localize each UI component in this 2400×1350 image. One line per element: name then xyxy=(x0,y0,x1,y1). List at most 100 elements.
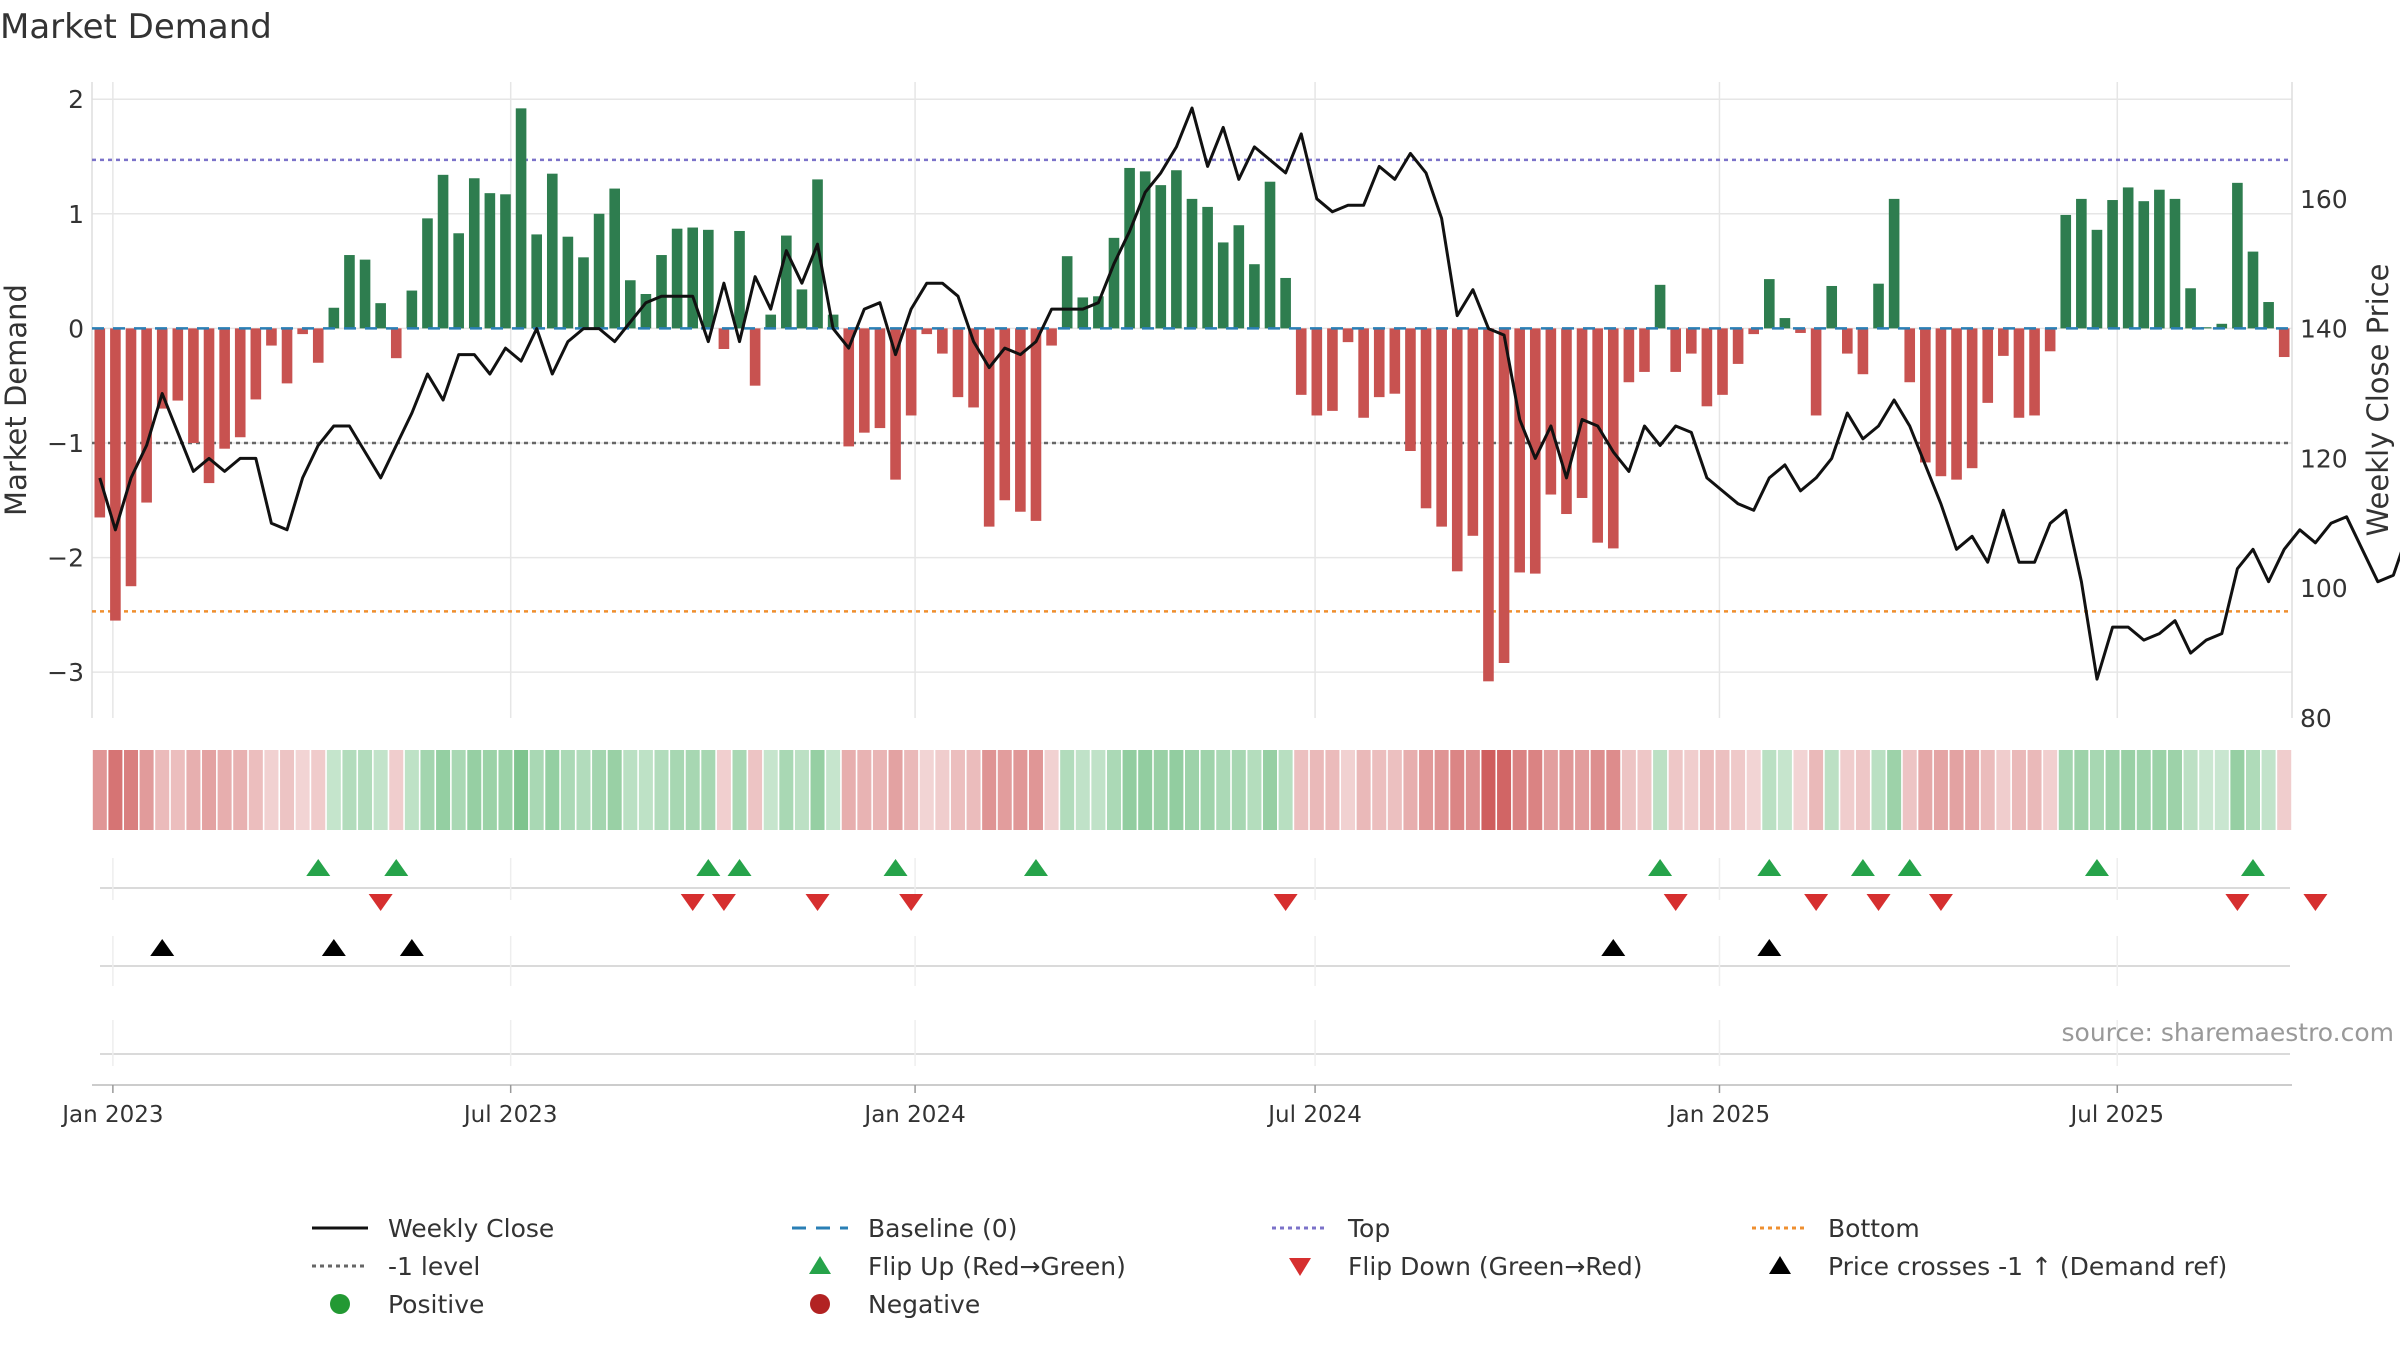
heat-cell xyxy=(326,750,341,830)
heat-cell xyxy=(1918,750,1933,830)
demand-bar xyxy=(1639,328,1650,372)
legend-item-top: Top xyxy=(1270,1210,1390,1246)
heat-cell xyxy=(1965,750,1980,830)
heat-cell xyxy=(1138,750,1153,830)
demand-bar xyxy=(1124,167,1135,329)
demand-bar xyxy=(1795,328,1806,333)
heat-cell xyxy=(1684,750,1699,830)
demand-bar xyxy=(1155,185,1167,329)
x-tick-label: Jan 2025 xyxy=(1667,1102,1770,1128)
demand-bar xyxy=(1748,328,1760,335)
heat-cell xyxy=(2152,750,2167,830)
demand-bar xyxy=(1545,328,1557,495)
legend-item-weekly-close: Weekly Close xyxy=(310,1210,554,1246)
demand-bar xyxy=(156,328,168,409)
demand-bar xyxy=(1436,328,1447,527)
heat-cell xyxy=(1481,750,1496,830)
demand-bar xyxy=(1280,277,1291,329)
legend-label: Negative xyxy=(868,1289,981,1319)
demand-bar xyxy=(968,328,979,408)
demand-bar xyxy=(640,294,652,329)
heat-cell xyxy=(1091,750,1106,830)
heat-cell xyxy=(1528,750,1543,830)
demand-bar xyxy=(624,280,636,329)
demand-bar xyxy=(2107,200,2118,329)
heat-cell xyxy=(139,750,154,830)
demand-bar xyxy=(2216,323,2228,329)
flip-down-marker xyxy=(368,894,393,911)
heat-cell xyxy=(1996,750,2011,830)
heat-cell xyxy=(1512,750,1527,830)
heat-cell xyxy=(1294,750,1309,830)
heat-cell xyxy=(451,750,466,830)
y-axis-label-right: Weekly Close Price xyxy=(2361,264,2395,537)
dot-icon xyxy=(330,1294,350,1314)
legend-item-flip-down: Flip Down (Green→Red) xyxy=(1270,1248,1643,1284)
heat-cell xyxy=(514,750,529,830)
heat-cell xyxy=(701,750,716,830)
heat-cell xyxy=(2058,750,2073,830)
demand-bar xyxy=(1420,328,1432,509)
y-tick-label-right: 160 xyxy=(2300,185,2348,214)
demand-bar xyxy=(1061,256,1073,329)
heat-cell xyxy=(794,750,809,830)
demand-bar xyxy=(578,257,589,329)
demand-bar xyxy=(1139,171,1151,329)
demand-bar xyxy=(656,255,667,329)
demand-bar xyxy=(1966,328,1978,469)
demand-bar xyxy=(1607,328,1619,549)
heat-cell xyxy=(124,750,139,830)
heat-cell xyxy=(576,750,591,830)
demand-bar xyxy=(188,328,199,443)
legend-label: Positive xyxy=(388,1289,485,1319)
heat-cell xyxy=(1153,750,1168,830)
heat-cell xyxy=(1122,750,1137,830)
y-tick-label-right: 80 xyxy=(2300,704,2332,733)
y-tick-label-right: 120 xyxy=(2300,444,2348,473)
heat-cell xyxy=(1200,750,1215,830)
flip-up-marker xyxy=(2084,859,2109,876)
y-tick-label-left: 1 xyxy=(68,200,84,229)
demand-bar xyxy=(843,328,855,447)
flip-up-marker xyxy=(1850,859,1875,876)
heat-cell xyxy=(186,750,201,830)
y-axis-label-left: Market Demand xyxy=(0,284,33,516)
heat-cell xyxy=(529,750,544,830)
heat-cell xyxy=(1247,750,1262,830)
heat-cell xyxy=(1902,750,1917,830)
heat-cell xyxy=(1356,750,1371,830)
heat-cell xyxy=(1715,750,1730,830)
heat-cell xyxy=(1668,750,1683,830)
demand-bar xyxy=(141,328,152,503)
demand-bar xyxy=(250,328,262,400)
heat-cell xyxy=(1777,750,1792,830)
demand-bar xyxy=(2278,328,2290,358)
x-tick-label: Jan 2023 xyxy=(60,1102,163,1128)
demand-bar xyxy=(2091,229,2103,329)
legend-label: Bottom xyxy=(1828,1213,1920,1243)
demand-bar xyxy=(1982,328,1994,403)
heat-cell xyxy=(1278,750,1293,830)
heat-cell xyxy=(638,750,653,830)
heat-cell xyxy=(1887,750,1902,830)
heat-cell xyxy=(1575,750,1590,830)
flip-up-marker xyxy=(306,859,331,876)
demand-bar xyxy=(1685,328,1697,354)
heat-cell xyxy=(2011,750,2026,830)
demand-bar xyxy=(1764,279,1775,329)
demand-bar xyxy=(1108,237,1120,329)
x-tick-label: Jul 2025 xyxy=(2068,1102,2164,1128)
flip-down-marker xyxy=(1928,894,1953,911)
demand-bar xyxy=(281,328,293,384)
flip-down-marker xyxy=(711,894,736,911)
heat-cell xyxy=(1746,750,1761,830)
heat-cell xyxy=(1855,750,1870,830)
demand-bar xyxy=(1046,328,1057,346)
heat-cell xyxy=(1840,750,1855,830)
heat-cell xyxy=(1731,750,1746,830)
heat-cell xyxy=(2214,750,2229,830)
flip-down-marker xyxy=(2303,894,2328,911)
y-tick-label-right: 100 xyxy=(2300,574,2348,603)
heat-cell xyxy=(623,750,638,830)
